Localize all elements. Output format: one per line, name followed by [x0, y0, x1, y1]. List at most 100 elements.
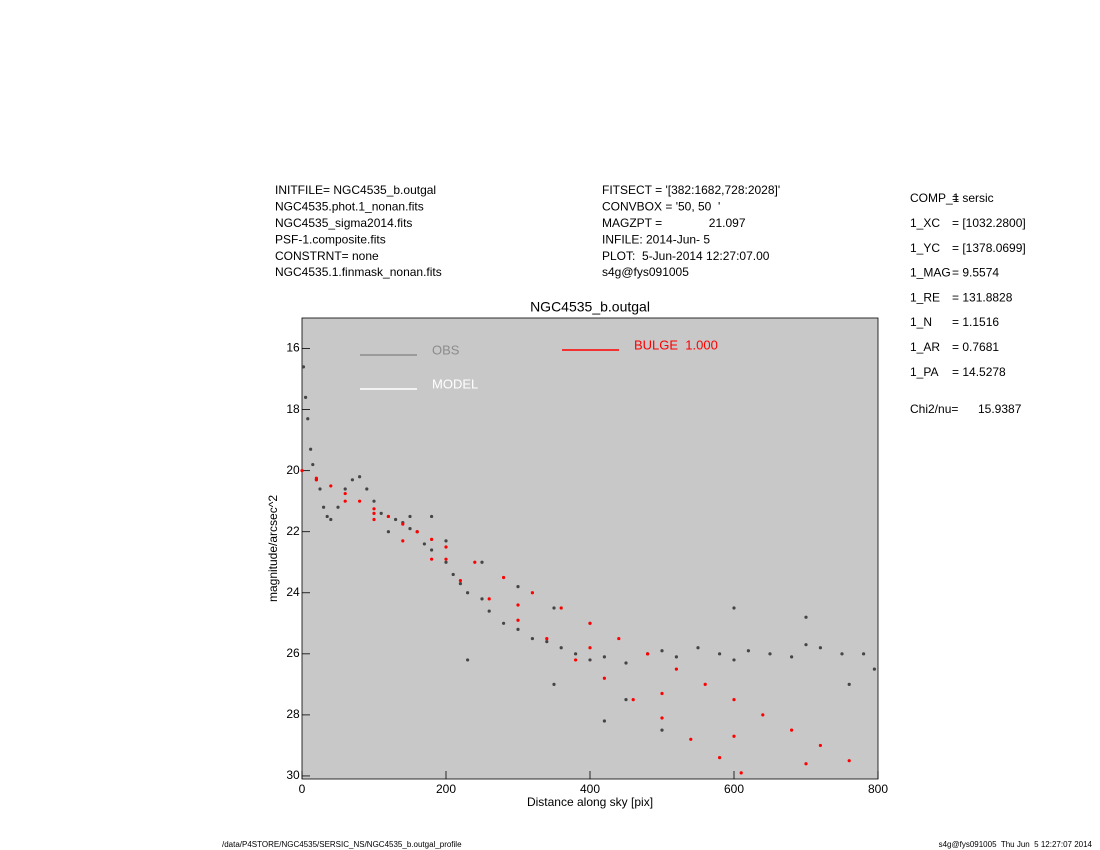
param-value: = 9.5574: [952, 266, 999, 280]
param-label: 1_RE: [910, 290, 940, 304]
data-point: [430, 557, 434, 561]
header-line: s4g@fys091005: [602, 265, 689, 279]
header-line: INITFILE= NGC4535_b.outgal: [275, 183, 436, 197]
data-point: [480, 597, 484, 601]
data-point: [386, 514, 390, 519]
data-point: [588, 646, 592, 650]
data-point: [458, 578, 462, 583]
data-point: [301, 365, 306, 369]
data-point: [646, 652, 650, 656]
data-point: [552, 606, 556, 610]
x-tick-label: 400: [580, 782, 600, 796]
data-point: [487, 609, 491, 613]
legend-label: OBS: [432, 342, 460, 357]
data-point: [674, 667, 679, 671]
param-value: = 131.8828: [952, 290, 1013, 304]
data-point: [415, 530, 419, 534]
y-tick-label: 30: [286, 768, 300, 782]
data-point: [444, 557, 448, 561]
data-point: [847, 682, 851, 686]
data-point: [660, 691, 664, 696]
data-point: [458, 582, 462, 586]
data-point: [372, 507, 376, 511]
data-point: [804, 643, 808, 647]
param-label: 1_YC: [910, 241, 940, 255]
header-line: PSF-1.composite.fits: [275, 232, 386, 246]
data-point: [588, 658, 592, 662]
data-point: [761, 713, 765, 717]
data-point: [444, 539, 448, 543]
param-label: 1_MAG: [910, 266, 951, 280]
x-tick-label: 600: [724, 782, 744, 796]
data-point: [660, 728, 664, 732]
data-point: [559, 646, 563, 650]
data-point: [718, 652, 722, 656]
data-point: [502, 575, 506, 580]
data-point: [386, 530, 390, 534]
data-point: [309, 447, 313, 451]
y-tick-label: 20: [286, 463, 300, 477]
data-point: [790, 728, 794, 732]
footer-left: /data/P4STORE/NGC4535/SERSIC_NS/NGC4535_…: [222, 840, 462, 849]
data-point: [444, 545, 448, 549]
data-point: [624, 698, 628, 702]
data-point: [372, 499, 376, 503]
param-label: 1_AR: [910, 340, 940, 354]
data-point: [862, 652, 866, 656]
data-point: [502, 621, 506, 625]
data-point: [304, 395, 308, 399]
param-value: = sersic: [952, 191, 994, 205]
data-point: [300, 469, 304, 473]
data-point: [660, 649, 664, 653]
param-value: = [1032.2800]: [952, 216, 1026, 230]
data-point: [466, 658, 470, 662]
data-point: [372, 517, 376, 522]
data-point: [530, 636, 535, 641]
x-axis-label: Distance along sky [pix]: [527, 795, 653, 809]
data-point: [732, 658, 736, 662]
data-point: [552, 682, 556, 686]
data-point: [660, 716, 664, 720]
data-point: [314, 478, 318, 482]
data-point: [350, 478, 354, 482]
data-point: [732, 734, 736, 738]
data-point: [487, 597, 491, 601]
y-tick-label: 24: [286, 585, 300, 599]
param-label: 1_PA: [910, 365, 938, 379]
data-point: [358, 475, 362, 479]
data-point: [401, 522, 405, 526]
data-point: [545, 636, 549, 641]
data-point: [306, 417, 310, 421]
chi2-label: Chi2/nu=: [910, 402, 958, 416]
data-point: [365, 487, 369, 491]
data-point: [739, 771, 743, 775]
data-point: [444, 560, 448, 564]
data-point: [804, 615, 808, 619]
param-value: = [1378.0699]: [952, 241, 1026, 255]
y-tick-label: 16: [286, 341, 300, 355]
y-tick-label: 26: [286, 646, 300, 660]
data-point: [430, 514, 434, 519]
header-line: NGC4535.phot.1_nonan.fits: [275, 200, 424, 214]
data-point: [602, 655, 607, 659]
data-point: [343, 487, 347, 491]
data-point: [768, 652, 772, 656]
data-point: [516, 603, 520, 607]
legend-label: MODEL: [432, 376, 478, 391]
data-point: [588, 621, 592, 625]
data-point: [430, 548, 434, 552]
data-point: [732, 698, 736, 702]
data-point: [617, 636, 621, 641]
data-point: [372, 511, 376, 515]
footer-right: s4g@fys091005 Thu Jun 5 12:27:07 2014: [939, 840, 1093, 849]
data-point: [732, 606, 736, 610]
data-point: [602, 719, 607, 723]
y-tick-label: 28: [286, 707, 300, 721]
data-point: [394, 517, 398, 522]
data-point: [516, 585, 520, 589]
header-line: FITSECT = '[382:1682,728:2028]': [602, 183, 780, 197]
x-tick-label: 0: [299, 782, 306, 796]
data-point: [574, 652, 578, 656]
data-point: [516, 627, 520, 632]
